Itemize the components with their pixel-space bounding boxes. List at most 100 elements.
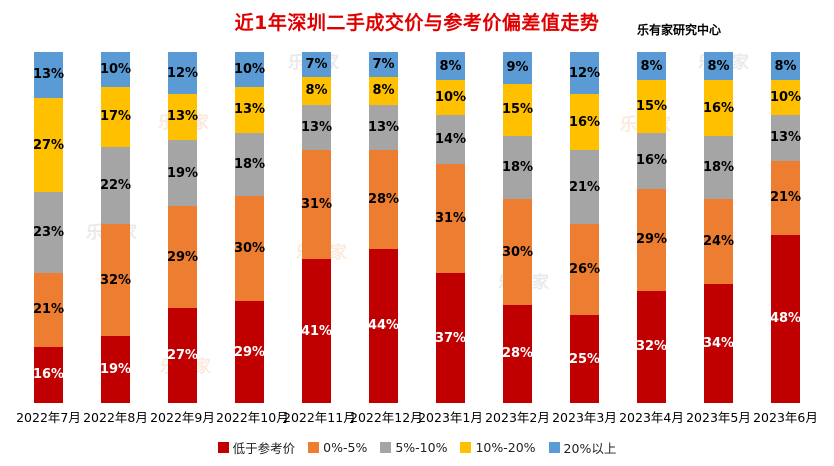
stacked-bar[interactable]: 8% 10% 14% 31% 37% bbox=[435, 52, 466, 403]
bar-segment-range-1[interactable]: 21% bbox=[33, 273, 64, 347]
bar-segment-range-3[interactable]: 10% bbox=[770, 80, 801, 116]
bar-segment-range-2[interactable]: 16% bbox=[636, 132, 667, 189]
bar-segment-range-2[interactable]: 18% bbox=[234, 132, 265, 196]
bar-segment-range-4[interactable]: 12% bbox=[569, 52, 600, 95]
bar-segment-range-3[interactable]: 16% bbox=[569, 94, 600, 151]
bar-segment-range-4[interactable]: 12% bbox=[167, 52, 198, 95]
bar-segment-range-4[interactable]: 10% bbox=[100, 52, 131, 88]
bar-segment-range-1[interactable]: 30% bbox=[502, 199, 533, 305]
source-label: 乐有家研究中心 bbox=[637, 23, 722, 37]
bar-segment-range-1[interactable]: 30% bbox=[234, 195, 265, 302]
bar-column: 8% 10% 14% 31% 37% 2023年1月 bbox=[417, 52, 484, 426]
stacked-bar[interactable]: 8% 10% 13% 21% 48% bbox=[770, 52, 801, 403]
stacked-bar[interactable]: 7% 8% 13% 28% 44% bbox=[368, 52, 399, 403]
bar-segment-range-1[interactable]: 31% bbox=[301, 150, 332, 260]
bar-segment-range-1[interactable]: 31% bbox=[435, 164, 466, 274]
bar-column: 12% 13% 19% 29% 27% 2022年9月 bbox=[149, 52, 216, 426]
stacked-bar[interactable]: 12% 13% 19% 29% 27% bbox=[167, 52, 198, 403]
bar-segment-below-ref[interactable]: 29% bbox=[234, 301, 265, 403]
bar-segment-below-ref[interactable]: 32% bbox=[636, 290, 667, 403]
bar-segment-range-1[interactable]: 24% bbox=[703, 199, 734, 284]
bar-segment-range-1[interactable]: 29% bbox=[636, 188, 667, 291]
bar-segment-below-ref[interactable]: 25% bbox=[569, 315, 600, 403]
bar-column: 8% 15% 16% 29% 32% 2023年4月 bbox=[618, 52, 685, 426]
legend-item[interactable]: 10%-20% bbox=[460, 440, 536, 455]
bar-segment-range-2[interactable]: 18% bbox=[502, 136, 533, 200]
bar-segment-range-4[interactable]: 7% bbox=[302, 52, 331, 77]
x-axis-label: 2022年7月 bbox=[16, 410, 81, 425]
legend-swatch bbox=[380, 442, 392, 453]
bar-segment-range-1[interactable]: 21% bbox=[770, 160, 801, 235]
bar-segment-below-ref[interactable]: 48% bbox=[770, 234, 801, 403]
bar-segment-range-3[interactable]: 8% bbox=[369, 76, 398, 105]
bar-segment-range-2[interactable]: 13% bbox=[770, 115, 801, 161]
stacked-bar[interactable]: 7% 8% 13% 31% 41% bbox=[301, 52, 332, 403]
bar-column: 8% 16% 18% 24% 34% 2023年5月 bbox=[685, 52, 752, 426]
bar-segment-below-ref[interactable]: 34% bbox=[703, 283, 734, 403]
legend-swatch bbox=[217, 442, 229, 453]
bar-segment-range-3[interactable]: 16% bbox=[703, 80, 734, 137]
legend-label: 0%-5% bbox=[323, 440, 368, 455]
x-axis-label: 2023年4月 bbox=[619, 410, 684, 425]
legend-swatch bbox=[548, 442, 560, 453]
bar-segment-range-3[interactable]: 15% bbox=[636, 80, 667, 133]
x-axis-label: 2023年2月 bbox=[485, 410, 550, 425]
bar-segment-range-2[interactable]: 23% bbox=[33, 192, 64, 274]
bar-segment-range-1[interactable]: 29% bbox=[167, 206, 198, 309]
stacked-bar[interactable]: 10% 17% 22% 32% 19% bbox=[100, 52, 131, 403]
bar-segment-range-3[interactable]: 10% bbox=[435, 80, 466, 116]
x-axis-label: 2023年1月 bbox=[418, 410, 483, 425]
legend-item[interactable]: 低于参考价 bbox=[217, 438, 295, 457]
legend-label: 5%-10% bbox=[395, 440, 448, 455]
stacked-bar[interactable]: 8% 16% 18% 24% 34% bbox=[703, 52, 734, 403]
bar-segment-range-2[interactable]: 18% bbox=[703, 136, 734, 200]
stacked-bar[interactable]: 12% 16% 21% 26% 25% bbox=[569, 52, 600, 403]
bar-segment-range-4[interactable]: 8% bbox=[637, 52, 666, 81]
bar-segment-range-2[interactable]: 19% bbox=[167, 139, 198, 207]
bar-segment-range-4[interactable]: 7% bbox=[369, 52, 398, 77]
bar-segment-range-3[interactable]: 17% bbox=[100, 87, 131, 147]
bar-column: 12% 16% 21% 26% 25% 2023年3月 bbox=[551, 52, 618, 426]
x-axis-label: 2023年6月 bbox=[753, 410, 818, 425]
legend-swatch bbox=[308, 442, 320, 453]
stacked-bar[interactable]: 9% 15% 18% 30% 28% bbox=[502, 52, 533, 403]
bar-segment-range-3[interactable]: 15% bbox=[502, 83, 533, 137]
legend-item[interactable]: 20%以上 bbox=[548, 438, 616, 457]
bar-segment-range-3[interactable]: 8% bbox=[302, 76, 331, 105]
bar-segment-range-1[interactable]: 26% bbox=[569, 223, 600, 316]
stacked-bar[interactable]: 13% 27% 23% 21% 16% bbox=[33, 52, 64, 403]
bar-segment-range-2[interactable]: 13% bbox=[368, 104, 399, 151]
bar-segment-range-3[interactable]: 13% bbox=[167, 94, 198, 140]
bar-segment-below-ref[interactable]: 37% bbox=[435, 273, 466, 403]
bar-segment-range-4[interactable]: 10% bbox=[234, 52, 265, 88]
stacked-bar[interactable]: 10% 13% 18% 30% 29% bbox=[234, 52, 265, 403]
stacked-bar[interactable]: 8% 15% 16% 29% 32% bbox=[636, 52, 667, 403]
legend-item[interactable]: 5%-10% bbox=[380, 440, 447, 455]
bar-segment-range-2[interactable]: 14% bbox=[435, 115, 466, 165]
bar-segment-range-4[interactable]: 13% bbox=[33, 52, 64, 98]
bar-segment-range-2[interactable]: 21% bbox=[569, 150, 600, 224]
x-axis-label: 2023年5月 bbox=[686, 410, 751, 425]
bar-segment-range-4[interactable]: 9% bbox=[503, 52, 532, 84]
bar-segment-range-2[interactable]: 13% bbox=[301, 104, 332, 151]
bar-segment-below-ref[interactable]: 44% bbox=[368, 248, 399, 403]
bar-segment-range-4[interactable]: 8% bbox=[436, 52, 465, 81]
legend-item[interactable]: 0%-5% bbox=[308, 440, 367, 455]
bar-segment-below-ref[interactable]: 28% bbox=[502, 304, 533, 403]
bar-segment-range-3[interactable]: 27% bbox=[33, 97, 64, 193]
bar-segment-below-ref[interactable]: 27% bbox=[167, 308, 198, 403]
bar-segment-range-1[interactable]: 28% bbox=[368, 150, 399, 249]
bar-segment-range-2[interactable]: 22% bbox=[100, 146, 131, 224]
chart-legend: 低于参考价 0%-5% 5%-10% 10%-20% 20%以上 bbox=[0, 438, 834, 457]
bar-column: 7% 8% 13% 31% 41% 2022年11月 bbox=[283, 52, 356, 426]
bar-segment-range-4[interactable]: 8% bbox=[704, 52, 733, 81]
bar-column: 13% 27% 23% 21% 16% 2022年7月 bbox=[15, 52, 82, 426]
bar-segment-below-ref[interactable]: 41% bbox=[301, 259, 332, 403]
bar-segment-below-ref[interactable]: 16% bbox=[33, 346, 64, 403]
bar-segment-range-1[interactable]: 32% bbox=[100, 223, 131, 337]
bar-segment-range-3[interactable]: 13% bbox=[234, 87, 265, 133]
stacked-bar-chart: 13% 27% 23% 21% 16% 2022年7月 10% 17% 22% 32% 19% 202… bbox=[0, 52, 834, 426]
bar-segment-range-4[interactable]: 8% bbox=[771, 52, 800, 81]
bar-segment-below-ref[interactable]: 19% bbox=[100, 336, 131, 403]
